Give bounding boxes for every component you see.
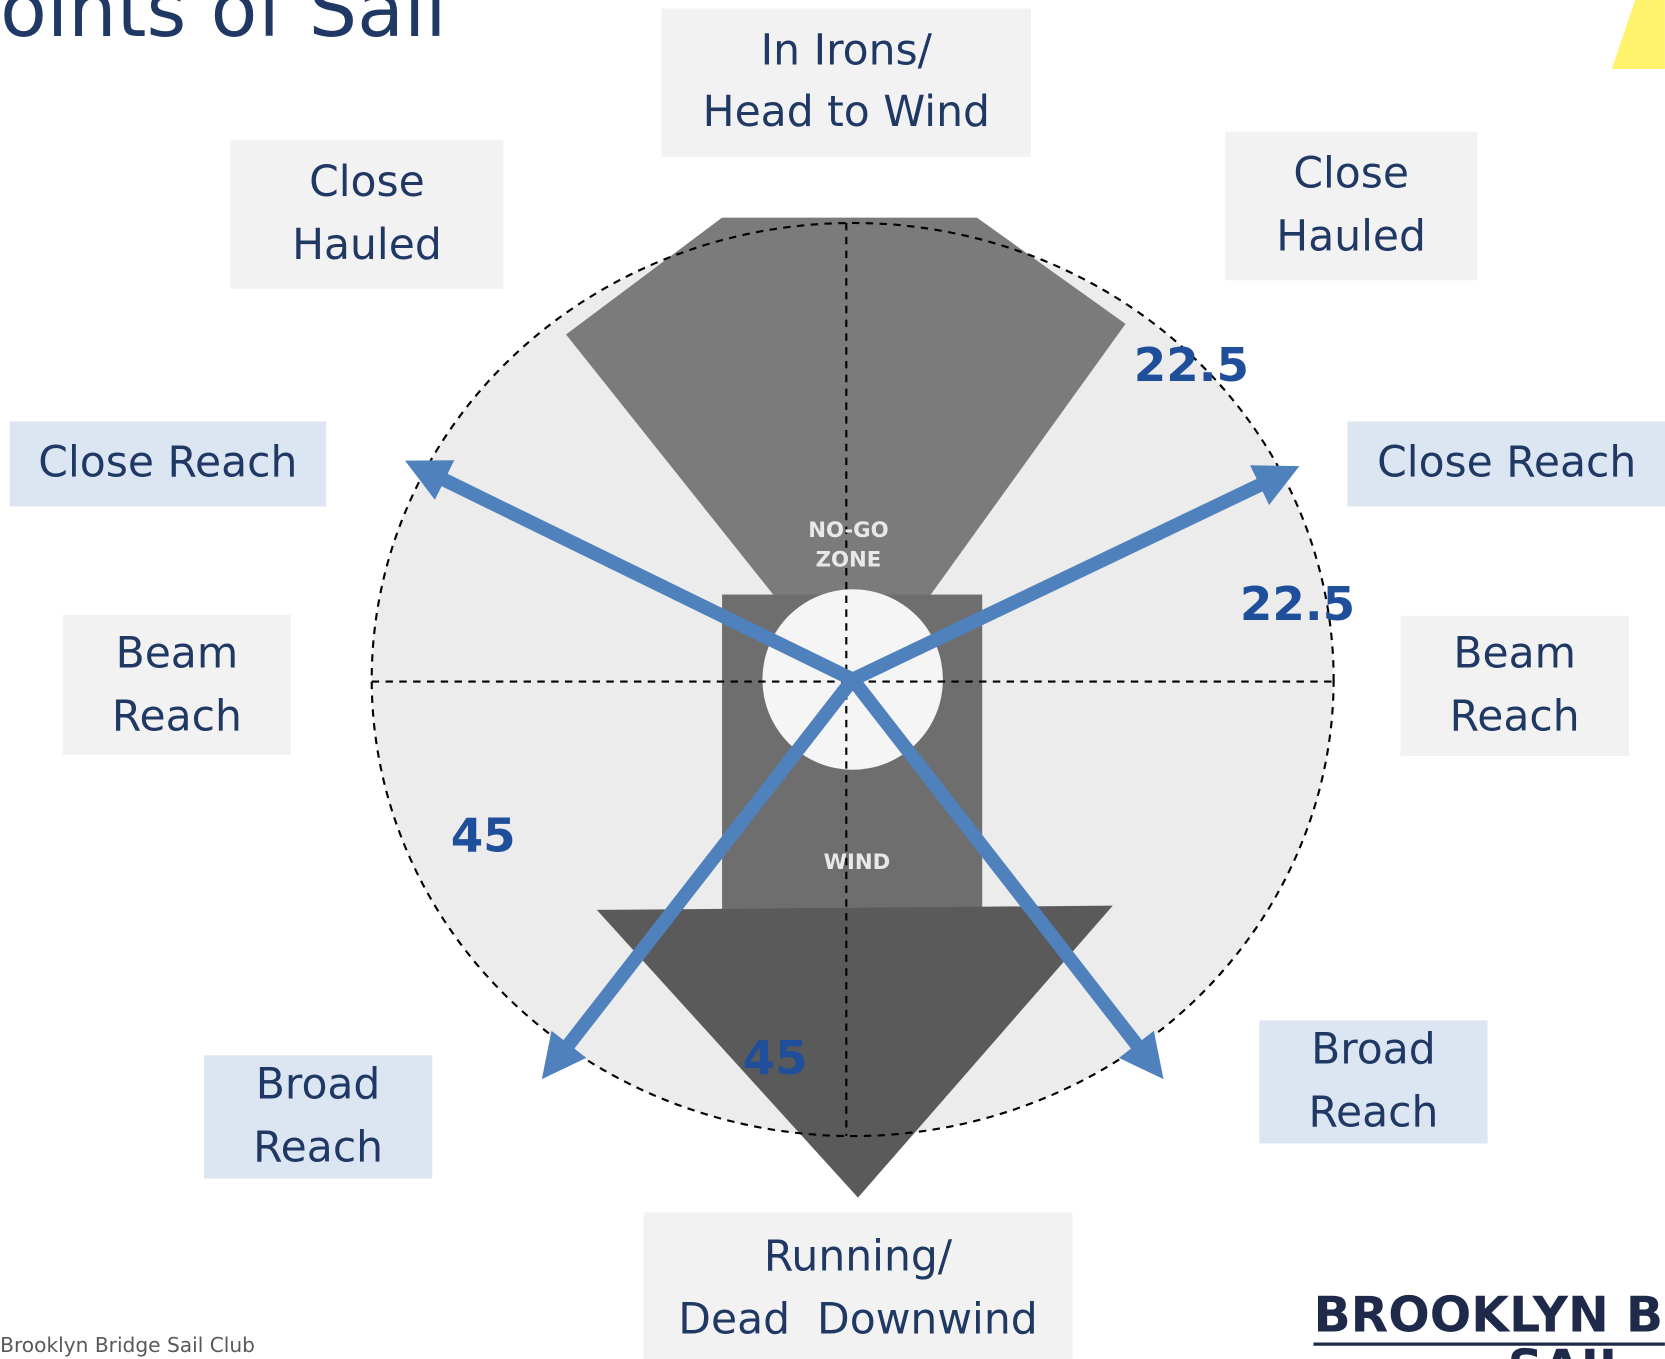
angle-label: 22.5 — [1240, 578, 1355, 632]
logo: SAIL — [1508, 1340, 1630, 1359]
slide-title: oints of Sail — [0, 0, 446, 55]
point-of-sail-label: Reach — [1308, 1088, 1438, 1137]
point-of-sail-label: Dead Downwind — [678, 1295, 1037, 1344]
zone-label: ZONE — [816, 548, 882, 573]
slide: oints of Sail In Irons/Head to Wind Close H… — [0, 0, 1665, 1359]
angle-label: 22.5 — [1134, 339, 1249, 393]
point-of-sail-label: Close Reach — [1377, 439, 1636, 488]
point-of-sail-label: Close — [309, 158, 425, 207]
point-of-sail-label: Beam — [1453, 630, 1576, 679]
point-of-sail-label: Head to Wind — [703, 88, 990, 137]
zone-label: NO-GO — [808, 518, 888, 543]
point-of-sail-label: Close — [1293, 150, 1409, 199]
logo: BROOKLYN B — [1313, 1287, 1663, 1344]
point-of-sail-label: Reach — [253, 1123, 383, 1172]
point-of-sail-label: Hauled — [1276, 212, 1426, 261]
point-of-sail-label: Hauled — [292, 221, 442, 270]
point-of-sail-label: Broad — [1311, 1026, 1436, 1075]
point-of-sail-label: Reach — [1450, 692, 1580, 741]
point-of-sail-label: Broad — [256, 1061, 381, 1110]
footer: Brooklyn Bridge Sail Club — [0, 1333, 255, 1357]
angle-label: 45 — [451, 809, 516, 863]
point-of-sail-label: Close Reach — [38, 439, 297, 488]
point-of-sail-label: In Irons/ — [761, 27, 933, 76]
angle-label: 45 — [743, 1032, 808, 1086]
point-of-sail-label: Running/ — [764, 1233, 953, 1282]
wind-label: WIND — [824, 850, 891, 875]
point-of-sail-label: Reach — [112, 692, 242, 741]
point-of-sail-label: Beam — [116, 630, 239, 679]
